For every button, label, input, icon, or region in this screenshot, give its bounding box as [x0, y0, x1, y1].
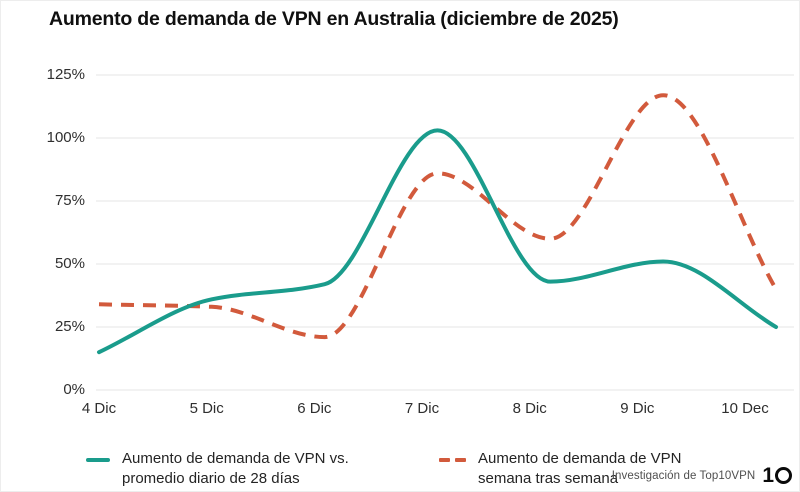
legend-label-line: Aumento de demanda de VPN vs.: [122, 450, 349, 467]
y-tick-label: 0%: [63, 381, 85, 398]
series-line-week-over-week: [98, 93, 778, 340]
legend-label-line: Aumento de demanda de VPN: [478, 450, 682, 467]
y-tick-label: 100%: [46, 129, 85, 146]
x-tick-label: 8 Dic: [512, 400, 547, 417]
solid-line-marker-icon: [86, 458, 110, 462]
series-line-28day-avg: [97, 128, 778, 355]
legend-label-line: promedio diario de 28 días: [122, 470, 300, 487]
legend-label-28day-avg: Aumento de demanda de VPN vs. promedio d…: [122, 449, 349, 489]
legend-item-week-over-week: Aumento de demanda de VPN semana tras se…: [439, 449, 681, 489]
source-text: Investigación de Top10VPN: [611, 469, 756, 482]
y-tick-label: 25%: [54, 318, 85, 335]
x-tick-label: 5 Dic: [189, 400, 224, 417]
x-tick-label: 10 Dec: [721, 400, 769, 417]
legend-label-line: semana tras semana: [478, 470, 619, 487]
y-tick-label: 50%: [54, 255, 85, 272]
legend-label-week-over-week: Aumento de demanda de VPN semana tras se…: [478, 449, 681, 489]
x-tick-label: 9 Dic: [620, 400, 655, 417]
x-tick-label: 4 Dic: [81, 400, 117, 417]
x-tick-label: 6 Dic: [297, 400, 332, 417]
x-tick-label: 7 Dic: [404, 400, 440, 417]
chart-title: Aumento de demanda de VPN en Australia (…: [49, 8, 619, 30]
logo-digit-1: 1: [762, 464, 774, 487]
footer-attribution: Investigación de Top10VPN 1: [612, 465, 792, 486]
dashed-line-marker-icon: [439, 458, 466, 462]
legend-item-28day-avg: Aumento de demanda de VPN vs. promedio d…: [86, 449, 349, 489]
y-tick-label: 75%: [54, 192, 85, 209]
logo-circle-o-icon: [775, 467, 792, 484]
y-tick-label: 125%: [46, 66, 85, 83]
top10vpn-logo: 1: [762, 465, 792, 486]
